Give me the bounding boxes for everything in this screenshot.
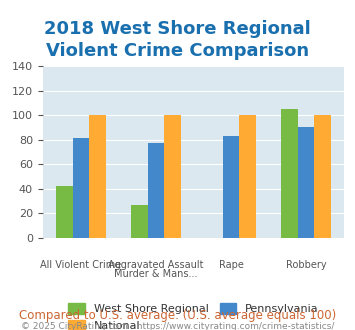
Bar: [314, 115, 331, 238]
Text: Robbery: Robbery: [285, 260, 326, 270]
Bar: [239, 115, 256, 238]
Text: 2018 West Shore Regional
Violent Crime Comparison: 2018 West Shore Regional Violent Crime C…: [44, 20, 311, 60]
Text: Murder & Mans...: Murder & Mans...: [114, 270, 198, 280]
Bar: [148, 143, 164, 238]
Bar: [131, 205, 148, 238]
Bar: [281, 109, 297, 238]
Legend: West Shore Regional, National, Pennsylvania: West Shore Regional, National, Pennsylva…: [64, 298, 323, 330]
Text: Rape: Rape: [219, 260, 244, 270]
Bar: [56, 186, 73, 238]
Text: © 2025 CityRating.com - https://www.cityrating.com/crime-statistics/: © 2025 CityRating.com - https://www.city…: [21, 322, 334, 330]
Bar: [297, 127, 314, 238]
Bar: [89, 115, 106, 238]
Bar: [223, 136, 239, 238]
Text: Compared to U.S. average. (U.S. average equals 100): Compared to U.S. average. (U.S. average …: [19, 309, 336, 321]
Text: All Violent Crime: All Violent Crime: [40, 260, 122, 270]
Bar: [164, 115, 181, 238]
Bar: [73, 138, 89, 238]
Text: Aggravated Assault: Aggravated Assault: [108, 260, 204, 270]
